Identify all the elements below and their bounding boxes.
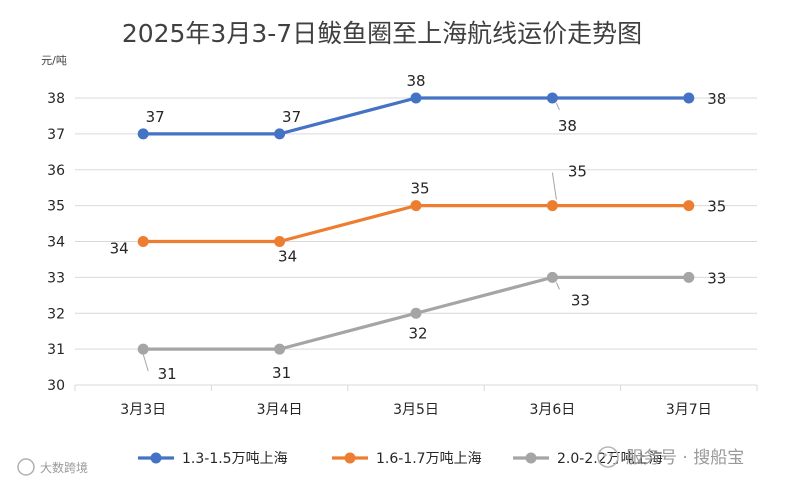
data-point: [546, 200, 558, 212]
data-point: [274, 236, 286, 247]
data-point: [137, 128, 149, 140]
legend-swatch-marker: [525, 452, 537, 464]
label-leader-line: [551, 172, 557, 200]
data-label: 31: [158, 365, 177, 383]
x-tick-label: 3月5日: [393, 402, 439, 418]
y-tick-label: 36: [47, 163, 65, 179]
data-label: 38: [406, 72, 425, 90]
label-leader-line: [142, 353, 149, 372]
data-point: [137, 343, 149, 355]
y-tick-label: 38: [47, 91, 65, 107]
watermark-right-text: 服务号 · 搜船宝: [626, 448, 744, 468]
watermark-logo-icon: [17, 458, 35, 476]
label-leader-line: [555, 102, 560, 111]
data-point: [683, 271, 695, 283]
legend-entry-2: 1.6-1.7万吨上海: [376, 451, 482, 467]
label-leader-line: [555, 282, 560, 290]
legend-swatch-marker: [344, 452, 356, 464]
data-label: 35: [707, 198, 726, 216]
y-tick-label: 31: [47, 342, 65, 358]
data-point: [546, 271, 558, 283]
data-labels: 37 37 38 38 38 34 34 35 35 35 31 31 32 33 33: [110, 72, 727, 383]
gridlines: [74, 97, 758, 391]
watermark-left: 大数跨境: [17, 458, 88, 476]
data-label: 34: [278, 248, 297, 266]
legend-swatch-marker: [150, 452, 162, 464]
y-tick-label: 33: [47, 270, 65, 286]
legend: 1.3-1.5万吨上海 1.6-1.7万吨上海 2.0-2.2万吨上海: [138, 451, 663, 467]
y-axis-ticks: 30 31 32 33 34 35 36 37 38: [47, 91, 65, 394]
wechat-icon-dot: [603, 453, 607, 457]
x-tick-label: 3月6日: [529, 402, 575, 418]
wechat-icon: [597, 446, 619, 468]
x-axis-ticks: 3月3日 3月4日 3月5日 3月6日 3月7日: [120, 402, 711, 418]
y-tick-label: 35: [47, 199, 65, 215]
wechat-icon-dot2: [609, 453, 613, 457]
data-point: [137, 236, 149, 247]
y-tick-label: 30: [47, 378, 65, 394]
data-point: [410, 200, 422, 212]
legend-entry-3: 2.0-2.2万吨上海: [557, 451, 663, 467]
data-label: 34: [110, 240, 129, 258]
data-point: [683, 92, 695, 104]
data-point: [410, 307, 422, 319]
x-tick-label: 3月3日: [120, 402, 166, 418]
data-label: 35: [410, 180, 429, 198]
data-label: 31: [272, 364, 291, 382]
watermark-left-text: 大数跨境: [40, 460, 88, 475]
watermark-right: 服务号 · 搜船宝: [597, 446, 744, 468]
watermark: 大数跨境 服务号 · 搜船宝: [17, 446, 744, 476]
data-label: 33: [571, 291, 590, 309]
data-label: 38: [558, 117, 577, 135]
data-label: 37: [282, 108, 301, 126]
data-point: [683, 200, 695, 212]
y-tick-label: 34: [47, 235, 65, 251]
x-tick-label: 3月4日: [257, 402, 303, 418]
data-point: [410, 92, 422, 104]
chart-title: 2025年3月3-7日鲅鱼圈至上海航线运价走势图: [122, 19, 642, 48]
data-point: [274, 343, 286, 355]
data-point: [546, 92, 558, 104]
x-tick-label: 3月7日: [666, 402, 712, 418]
data-label: 35: [568, 163, 587, 181]
data-label: 38: [707, 90, 726, 108]
y-tick-label: 37: [47, 127, 65, 143]
data-label: 33: [707, 269, 726, 287]
data-label: 37: [146, 108, 165, 126]
data-point: [274, 128, 286, 140]
y-unit-label: 元/吨: [41, 54, 67, 67]
y-tick-label: 32: [47, 306, 65, 322]
series-lines: [137, 92, 695, 355]
legend-entry-1: 1.3-1.5万吨上海: [182, 451, 288, 467]
data-label: 32: [408, 324, 427, 342]
